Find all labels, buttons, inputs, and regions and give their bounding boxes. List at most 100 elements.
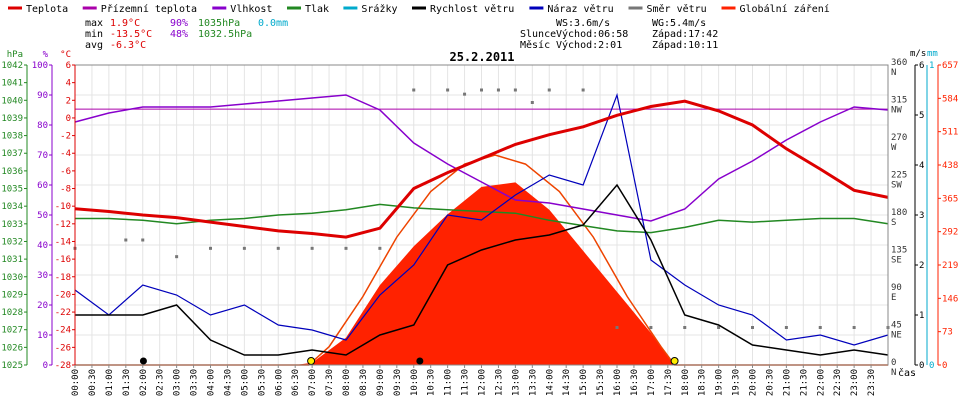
moon-marker: [416, 357, 424, 365]
rain-unit: mm: [927, 49, 938, 59]
stat-moonrise: Východ:2:01: [556, 39, 622, 51]
wind-speed-tick-label: 2: [919, 261, 924, 271]
x-tick-label: 01:30: [122, 369, 132, 396]
wind-dir-tick-label: 90: [891, 283, 902, 293]
temperature-axis-tick-label: -10: [55, 202, 71, 212]
wind-dir-tick-label: 135: [891, 246, 907, 256]
temperature-axis-tick-label: -18: [55, 273, 71, 283]
x-tick-label: 12:00: [478, 369, 488, 396]
x-tick-label: 02:30: [156, 369, 166, 396]
series-tlak: [75, 203, 889, 234]
x-tick-label: 17:00: [647, 369, 657, 396]
wind-dir-tick-label: 180: [891, 208, 907, 218]
legend-label: Náraz větru: [547, 3, 613, 15]
x-tick-label: 23:00: [850, 369, 860, 396]
stat-sunrise: Východ:06:58: [556, 28, 628, 40]
pressure-axis-tick-label: 1039: [1, 114, 23, 124]
stat-min-temp: -13.5°C: [110, 29, 152, 40]
stat-ws: WS:3.6m/s: [556, 18, 610, 29]
temperature-axis-tick-label: -14: [55, 237, 71, 247]
wind-dir-point: [141, 238, 145, 242]
x-tick-label: 19:30: [732, 369, 742, 396]
humidity-axis-tick-label: 60: [37, 181, 48, 191]
pressure-axis-tick-label: 1042: [1, 61, 23, 71]
wind-dir-point: [496, 88, 500, 92]
stat-max-temp: 1.9°C: [110, 18, 140, 29]
wind-dir-compass-label: E: [891, 293, 896, 303]
wind-dir-compass-label: N: [891, 368, 896, 378]
pressure-axis-tick-label: 1028: [1, 308, 23, 318]
x-tick-label: 04:30: [223, 369, 233, 396]
wind-dir-tick-label: 315: [891, 96, 907, 106]
wind-dir-point: [209, 246, 212, 250]
wind-dir-point: [530, 101, 534, 104]
sun-marker: [670, 357, 679, 365]
temperature-axis-tick-label: 0: [66, 114, 71, 124]
humidity-axis-unit: %: [43, 50, 49, 60]
legend-label: Rychlost větru: [430, 3, 514, 15]
wind-dir-point: [683, 326, 687, 329]
wind-dir-compass-label: SW: [891, 181, 902, 191]
stat-max-press: 1035hPa: [198, 18, 240, 29]
x-tick-label: 11:00: [444, 369, 454, 396]
x-tick-label: 14:00: [545, 369, 555, 396]
pressure-axis-tick-label: 1027: [1, 326, 23, 336]
humidity-axis-tick-label: 40: [37, 241, 48, 251]
legend-label: Globální záření: [740, 3, 830, 15]
x-tick-label: 06:30: [291, 369, 301, 396]
pressure-axis-tick-label: 1030: [1, 273, 23, 283]
x-tick-label: 08:00: [342, 369, 352, 396]
stat-sunset: Západ:17:42: [652, 28, 718, 40]
temperature-axis-tick-label: -24: [55, 326, 71, 336]
radiation-tick-label: 73: [942, 328, 953, 338]
humidity-axis-tick-label: 70: [37, 151, 48, 161]
temperature-axis-tick-label: 6: [66, 61, 71, 71]
pressure-axis-tick-label: 1037: [1, 149, 23, 159]
x-tick-label: 23:30: [867, 369, 877, 396]
temperature-axis-tick-label: -6: [60, 167, 71, 177]
x-tick-label: 08:30: [359, 369, 369, 396]
wind-speed-tick-label: 1: [919, 311, 924, 321]
humidity-axis-tick-label: 90: [37, 91, 48, 101]
stat-sun-label: Slunce: [520, 29, 556, 40]
wind-dir-compass-label: NE: [891, 331, 902, 341]
x-tick-label: 21:30: [799, 369, 809, 396]
x-tick-label: 09:00: [376, 369, 386, 396]
temperature-axis-tick-label: -16: [55, 255, 71, 265]
humidity-axis-tick-label: 100: [32, 61, 48, 71]
x-tick-label: 16:00: [613, 369, 623, 396]
moon-marker: [139, 357, 147, 365]
wind-dir-point: [717, 326, 721, 329]
wind-dir-point: [310, 246, 314, 250]
x-tick-label: 22:30: [833, 369, 843, 396]
pressure-axis-tick-label: 1026: [1, 343, 23, 353]
temperature-axis-tick-label: -12: [55, 220, 71, 230]
x-tick-label: 19:00: [715, 369, 725, 396]
x-tick-label: 07:00: [308, 369, 318, 396]
x-tick-label: 05:00: [240, 369, 250, 396]
wind-dir-point: [124, 238, 128, 242]
wind-dir-point: [852, 326, 856, 329]
humidity-axis-tick-label: 20: [37, 301, 48, 311]
wind-dir-point: [276, 246, 280, 250]
wind-dir-tick-label: 360: [891, 58, 907, 68]
pressure-axis-tick-label: 1025: [1, 361, 23, 371]
x-tick-label: 22:00: [816, 369, 826, 396]
wind-dir-tick-label: 225: [891, 171, 907, 181]
legend-label: Přízemní teplota: [101, 3, 197, 15]
pressure-axis-tick-label: 1029: [1, 290, 23, 300]
humidity-axis-tick-label: 0: [43, 361, 48, 371]
stat-avg-temp: -6.3°C: [110, 40, 146, 51]
wind-speed-tick-label: 6: [919, 61, 924, 71]
stat-max-hum: 90%: [170, 18, 188, 29]
temperature-axis-unit: °C: [60, 50, 71, 60]
wind-dir-point: [649, 326, 653, 329]
humidity-axis-tick-label: 50: [37, 211, 48, 221]
wind-dir-point: [242, 246, 246, 250]
pressure-axis-tick-label: 1032: [1, 237, 23, 247]
wind-dir-compass-label: SE: [891, 256, 902, 266]
wind-dir-compass-label: N: [891, 68, 896, 78]
wind-dir-point: [818, 326, 822, 329]
humidity-axis-tick-label: 80: [37, 121, 48, 131]
